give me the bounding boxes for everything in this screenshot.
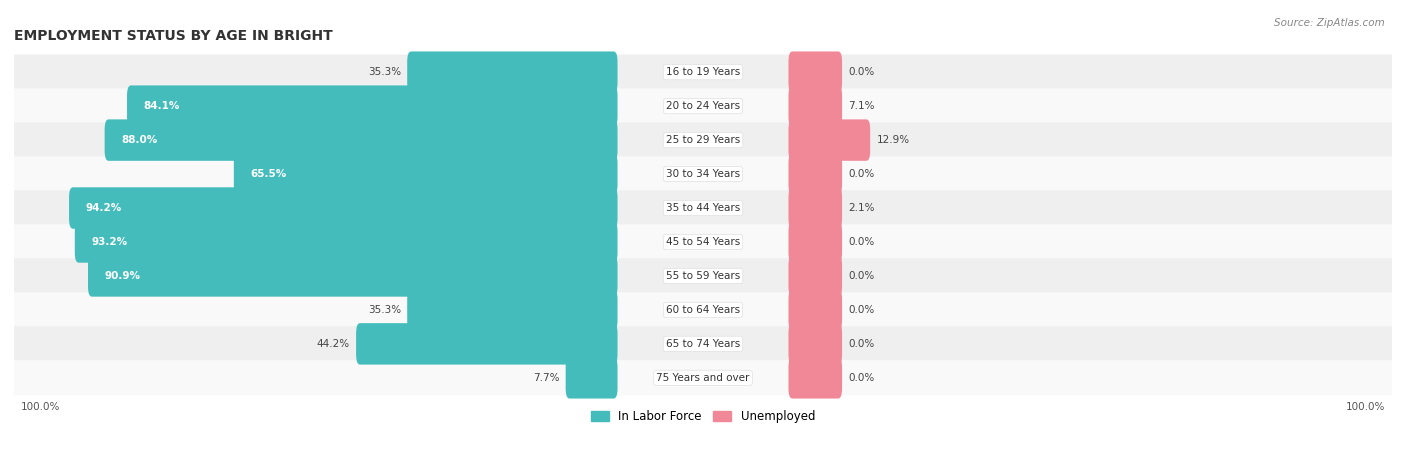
FancyBboxPatch shape bbox=[89, 255, 617, 297]
FancyBboxPatch shape bbox=[127, 86, 617, 127]
Text: 0.0%: 0.0% bbox=[848, 169, 875, 179]
FancyBboxPatch shape bbox=[408, 51, 617, 93]
Text: 100.0%: 100.0% bbox=[1346, 402, 1385, 412]
FancyBboxPatch shape bbox=[356, 323, 617, 364]
FancyBboxPatch shape bbox=[789, 119, 870, 161]
Text: 45 to 54 Years: 45 to 54 Years bbox=[666, 237, 740, 247]
FancyBboxPatch shape bbox=[14, 89, 1392, 124]
Text: 7.1%: 7.1% bbox=[848, 101, 875, 111]
Text: 25 to 29 Years: 25 to 29 Years bbox=[666, 135, 740, 145]
Text: 60 to 64 Years: 60 to 64 Years bbox=[666, 305, 740, 315]
FancyBboxPatch shape bbox=[789, 153, 842, 195]
Text: EMPLOYMENT STATUS BY AGE IN BRIGHT: EMPLOYMENT STATUS BY AGE IN BRIGHT bbox=[14, 29, 333, 43]
Text: 94.2%: 94.2% bbox=[86, 203, 122, 213]
FancyBboxPatch shape bbox=[14, 54, 1392, 90]
FancyBboxPatch shape bbox=[75, 221, 617, 263]
Text: 0.0%: 0.0% bbox=[848, 271, 875, 281]
Text: 30 to 34 Years: 30 to 34 Years bbox=[666, 169, 740, 179]
Text: 90.9%: 90.9% bbox=[104, 271, 141, 281]
Text: 65.5%: 65.5% bbox=[250, 169, 287, 179]
FancyBboxPatch shape bbox=[789, 255, 842, 297]
FancyBboxPatch shape bbox=[789, 86, 842, 127]
FancyBboxPatch shape bbox=[789, 289, 842, 331]
Text: 20 to 24 Years: 20 to 24 Years bbox=[666, 101, 740, 111]
FancyBboxPatch shape bbox=[408, 289, 617, 331]
Text: 100.0%: 100.0% bbox=[21, 402, 60, 412]
FancyBboxPatch shape bbox=[789, 51, 842, 93]
Text: Source: ZipAtlas.com: Source: ZipAtlas.com bbox=[1274, 18, 1385, 28]
Text: 75 Years and over: 75 Years and over bbox=[657, 373, 749, 383]
Text: 0.0%: 0.0% bbox=[848, 373, 875, 383]
FancyBboxPatch shape bbox=[14, 122, 1392, 158]
Text: 16 to 19 Years: 16 to 19 Years bbox=[666, 67, 740, 77]
FancyBboxPatch shape bbox=[14, 292, 1392, 328]
Text: 65 to 74 Years: 65 to 74 Years bbox=[666, 339, 740, 349]
Text: 0.0%: 0.0% bbox=[848, 67, 875, 77]
Text: 55 to 59 Years: 55 to 59 Years bbox=[666, 271, 740, 281]
FancyBboxPatch shape bbox=[789, 187, 842, 229]
FancyBboxPatch shape bbox=[789, 357, 842, 399]
FancyBboxPatch shape bbox=[14, 190, 1392, 226]
FancyBboxPatch shape bbox=[14, 258, 1392, 293]
Text: 7.7%: 7.7% bbox=[533, 373, 560, 383]
Text: 2.1%: 2.1% bbox=[848, 203, 875, 213]
Text: 93.2%: 93.2% bbox=[91, 237, 128, 247]
Text: 35.3%: 35.3% bbox=[368, 67, 401, 77]
FancyBboxPatch shape bbox=[104, 119, 617, 161]
Text: 35.3%: 35.3% bbox=[368, 305, 401, 315]
Text: 0.0%: 0.0% bbox=[848, 237, 875, 247]
FancyBboxPatch shape bbox=[233, 153, 617, 195]
FancyBboxPatch shape bbox=[789, 323, 842, 364]
FancyBboxPatch shape bbox=[14, 360, 1392, 396]
FancyBboxPatch shape bbox=[69, 187, 617, 229]
Text: 35 to 44 Years: 35 to 44 Years bbox=[666, 203, 740, 213]
Legend: In Labor Force, Unemployed: In Labor Force, Unemployed bbox=[586, 405, 820, 428]
Text: 0.0%: 0.0% bbox=[848, 339, 875, 349]
Text: 0.0%: 0.0% bbox=[848, 305, 875, 315]
FancyBboxPatch shape bbox=[14, 157, 1392, 192]
FancyBboxPatch shape bbox=[14, 326, 1392, 361]
FancyBboxPatch shape bbox=[565, 357, 617, 399]
Text: 44.2%: 44.2% bbox=[316, 339, 350, 349]
FancyBboxPatch shape bbox=[789, 221, 842, 263]
Text: 84.1%: 84.1% bbox=[143, 101, 180, 111]
Text: 88.0%: 88.0% bbox=[121, 135, 157, 145]
FancyBboxPatch shape bbox=[14, 224, 1392, 260]
Text: 12.9%: 12.9% bbox=[876, 135, 910, 145]
